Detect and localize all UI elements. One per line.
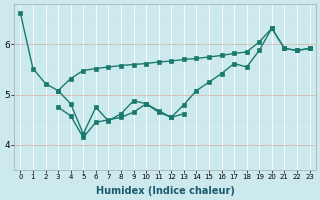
X-axis label: Humidex (Indice chaleur): Humidex (Indice chaleur) [96,186,234,196]
